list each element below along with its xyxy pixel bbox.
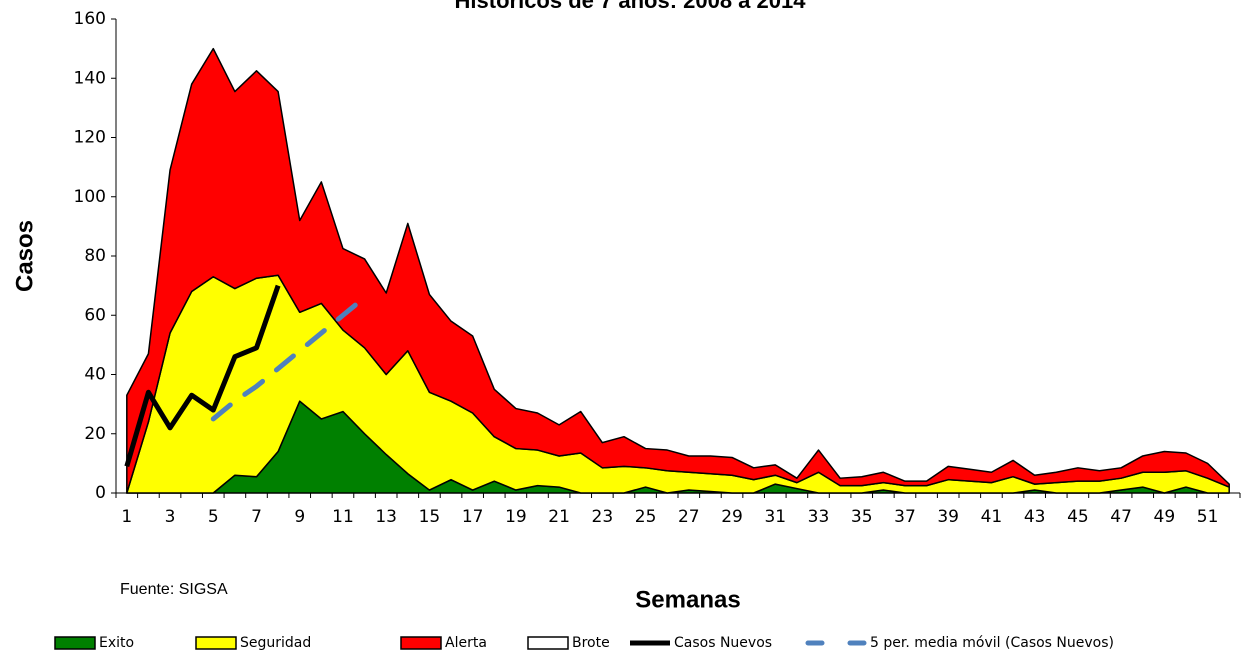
x-tick-label: 33	[808, 507, 830, 527]
x-tick-label: 25	[635, 507, 657, 527]
y-tick-label: 60	[84, 305, 106, 325]
legend-label: 5 per. media móvil (Casos Nuevos)	[870, 635, 1114, 651]
legend-label: Casos Nuevos	[674, 635, 772, 651]
x-tick-label: 45	[1067, 507, 1089, 527]
x-tick-label: 5	[208, 507, 219, 527]
x-tick-label: 23	[592, 507, 614, 527]
legend-label: Seguridad	[240, 635, 311, 651]
x-tick-label: 9	[294, 507, 305, 527]
x-tick-label: 41	[981, 507, 1003, 527]
source-note: Fuente: SIGSA	[120, 581, 228, 598]
y-tick-label: 120	[74, 128, 106, 148]
x-tick-label: 51	[1197, 507, 1219, 527]
legend-swatch	[527, 636, 569, 650]
x-tick-label: 31	[764, 507, 786, 527]
chart-title: Historicos de 7 años: 2008 a 2014	[455, 0, 807, 13]
x-tick-label: 3	[165, 507, 176, 527]
y-axis-label: Casos	[11, 220, 38, 292]
legend-label: Brote	[572, 635, 610, 651]
x-axis-label: Semanas	[635, 586, 740, 613]
x-tick-label: 1	[121, 507, 132, 527]
x-tick-label: 13	[375, 507, 397, 527]
x-tick-label: 15	[419, 507, 441, 527]
legend-label: Exito	[99, 635, 134, 651]
x-tick-label: 35	[851, 507, 873, 527]
area	[126, 47, 1230, 494]
y-tick-label: 20	[84, 424, 106, 444]
y-tick-label: 0	[95, 483, 106, 503]
x-tick-label: 39	[937, 507, 959, 527]
legend-swatch	[400, 636, 442, 650]
line	[210, 294, 368, 422]
y-tick-label: 160	[74, 9, 106, 29]
legend-label: Alerta	[445, 635, 487, 651]
x-tick-label: 21	[548, 507, 570, 527]
x-tick-label: 37	[894, 507, 916, 527]
x-tick-label: 19	[505, 507, 527, 527]
y-tick-label: 40	[84, 365, 106, 385]
x-tick-label: 43	[1024, 507, 1046, 527]
legend-swatch	[54, 636, 96, 650]
legend-swatch	[195, 636, 237, 650]
y-tick-label: 80	[84, 246, 106, 266]
x-tick-label: 47	[1110, 507, 1132, 527]
x-tick-label: 7	[251, 507, 262, 527]
x-tick-label: 11	[332, 507, 354, 527]
y-tick-label: 100	[74, 187, 106, 207]
y-tick-label: 140	[74, 68, 106, 88]
x-tick-label: 29	[721, 507, 743, 527]
line	[124, 284, 281, 468]
x-tick-label: 49	[1154, 507, 1176, 527]
x-tick-label: 17	[462, 507, 484, 527]
x-tick-label: 27	[678, 507, 700, 527]
